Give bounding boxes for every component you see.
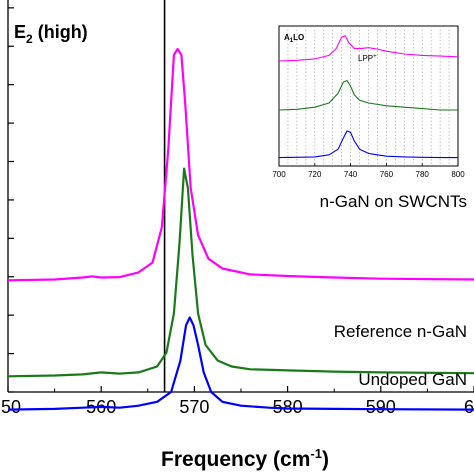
series-label-n-gan-swcnts: n-GaN on SWCNTs (320, 192, 467, 211)
main-series-line-2 (7, 316, 474, 411)
series-label-reference-n-gan: Reference n-GaN (334, 322, 467, 341)
inset-x-tick-label: 720 (308, 170, 322, 179)
main-series-line-0 (7, 47, 474, 282)
inset-x-tick-label: 740 (344, 170, 358, 179)
main-x-tick-label: 6 (464, 397, 474, 417)
inset-series-group (278, 35, 459, 159)
inset-plot-a1lo: 700 720 740 760 780 800 A1LO LPP+ (272, 25, 465, 179)
inset-x-tick-label: 800 (451, 170, 465, 179)
main-series-line-1 (7, 167, 474, 378)
x-axis-label: Frequency (cm-1) (161, 446, 329, 471)
inset-x-tick-label: 700 (272, 170, 286, 179)
peak-label-e2-high: E2 (high) (14, 22, 88, 46)
inset-x-ticks: 700 720 740 760 780 800 (272, 163, 465, 179)
inset-series-line-1 (278, 80, 458, 111)
inset-series-line-0 (278, 35, 459, 62)
main-x-tick-label: 50 (1, 397, 21, 417)
main-y-ticks (8, 7, 14, 393)
main-x-tick-label: 580 (273, 397, 303, 417)
main-series-group (7, 47, 474, 411)
main-x-tick-label: 570 (179, 397, 209, 417)
inset-label-a1lo: A1LO (284, 33, 304, 44)
inset-label-lpp: LPP+ (358, 54, 377, 63)
main-x-tick-label: 590 (366, 397, 396, 417)
series-label-undoped-gan: Undoped GaN (358, 370, 467, 389)
inset-grid (287, 26, 450, 166)
inset-x-tick-label: 760 (380, 170, 394, 179)
inset-series-line-2 (278, 130, 458, 159)
inset-x-tick-label: 780 (416, 170, 430, 179)
main-plot: 50 560 570 580 590 6 (1, 0, 474, 417)
